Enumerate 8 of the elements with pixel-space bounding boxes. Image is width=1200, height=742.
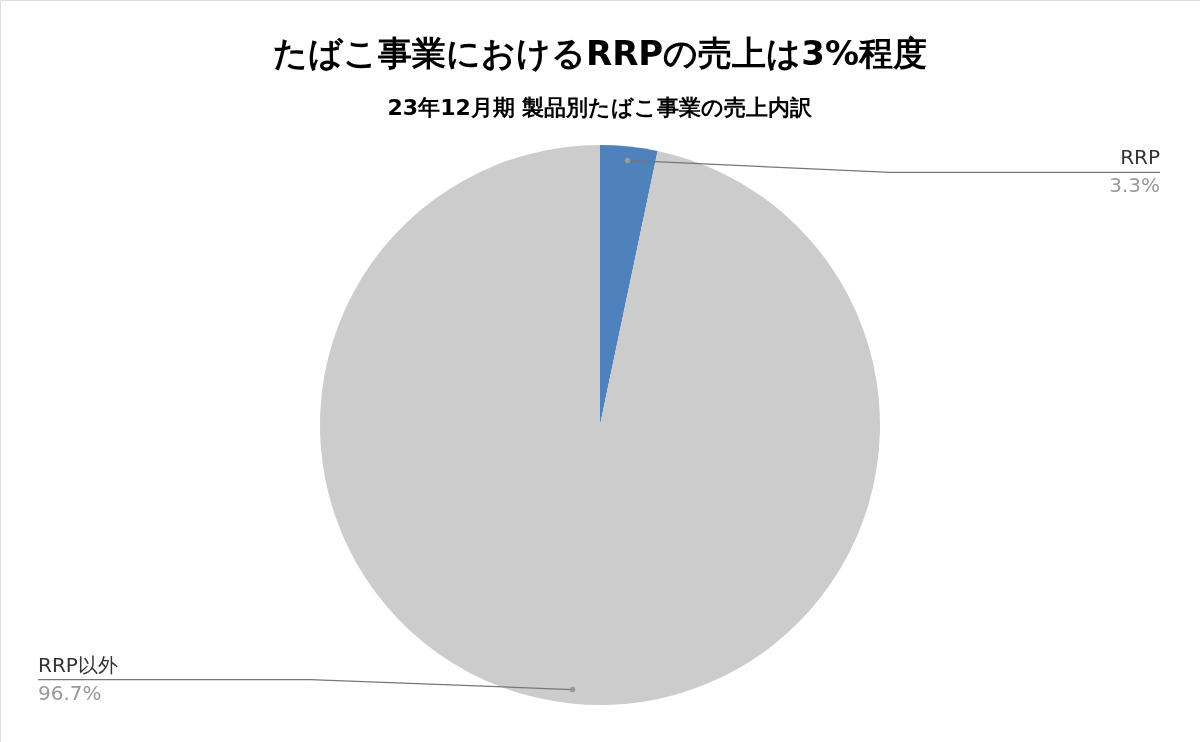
data-label: 96.7%	[38, 680, 102, 705]
slice-label: RRP	[1120, 145, 1160, 170]
pie-slice	[320, 145, 880, 705]
data-label: 3.3%	[1109, 173, 1160, 198]
slice-label: RRP以外	[38, 652, 118, 677]
pie-slice	[600, 145, 658, 425]
chart-subtitle: 23年12月期 製品別たばこ事業の売上内訳	[387, 95, 814, 120]
chart-title: たばこ事業におけるRRPの売上は3%程度	[272, 33, 928, 73]
